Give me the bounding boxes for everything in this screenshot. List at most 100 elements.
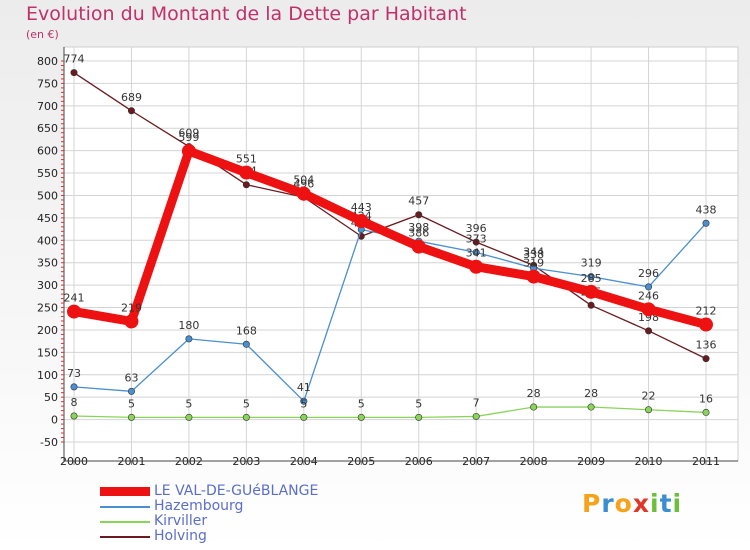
data-point-hazembourg: [472, 248, 480, 256]
y-tick-label: 800: [37, 55, 58, 68]
data-label-hazembourg: 398: [408, 221, 429, 234]
data-label-le-val-de-gu-blange: 212: [696, 305, 717, 318]
y-tick-label: 750: [37, 77, 58, 90]
legend-swatch: [100, 487, 150, 496]
data-point-le-val-de-gu-blange: [584, 284, 599, 299]
data-label-hazembourg: 296: [638, 267, 659, 280]
y-tick-label: 600: [37, 145, 58, 158]
data-label-kirviller: 5: [358, 397, 365, 410]
data-label-hazembourg: 319: [581, 257, 602, 270]
data-label-kirviller: 5: [415, 397, 422, 410]
data-point-le-val-de-gu-blange: [67, 304, 81, 319]
data-label-kirviller: 5: [185, 397, 192, 410]
data-point-hazembourg: [300, 397, 308, 405]
logo-letter: i: [672, 489, 683, 518]
data-label-kirviller: 22: [642, 390, 656, 403]
data-point-le-val-de-gu-blange: [641, 302, 656, 317]
data-point-hazembourg: [185, 335, 193, 343]
logo-letter: o: [614, 489, 633, 518]
data-point-kirviller: [702, 408, 710, 416]
data-label-holving: 344: [523, 245, 544, 258]
series-line-kirviller: [73, 406, 707, 418]
data-point-le-val-de-gu-blange: [469, 259, 484, 274]
legend: LE VAL-DE-GUéBLANGE Hazembourg Kirviller Ho…: [100, 484, 420, 544]
data-label-hazembourg: 373: [466, 232, 487, 245]
data-point-le-val-de-gu-blange: [239, 165, 254, 180]
data-point-le-val-de-gu-blange: [181, 144, 196, 159]
data-label-le-val-de-gu-blange: 504: [293, 174, 314, 187]
data-point-kirviller: [70, 412, 78, 420]
data-label-kirviller: 5: [300, 397, 307, 410]
legend-item-holving: Holving: [100, 529, 420, 544]
data-label-holving: 457: [408, 195, 429, 208]
data-point-holving: [127, 107, 135, 115]
data-point-kirviller: [587, 403, 595, 411]
data-point-kirviller: [472, 412, 480, 420]
data-label-holving: 609: [178, 127, 199, 140]
logo-letter: t: [659, 489, 673, 518]
y-tick-label: 400: [37, 234, 58, 247]
data-point-kirviller: [645, 406, 653, 414]
data-point-hazembourg: [587, 273, 595, 281]
data-label-holving: 774: [64, 53, 85, 66]
logo-letter: i: [650, 489, 660, 518]
y-tick-label: 0: [51, 414, 58, 427]
data-label-le-val-de-gu-blange: 241: [64, 292, 85, 305]
data-point-kirviller: [357, 413, 365, 421]
data-point-holving: [702, 355, 710, 363]
chart-title: Evolution du Montant de la Dette par Hab…: [26, 3, 467, 25]
data-point-le-val-de-gu-blange: [354, 214, 369, 229]
logo-letter: r: [601, 489, 615, 518]
data-point-kirviller: [242, 413, 250, 421]
y-tick-label: 550: [37, 167, 58, 180]
data-point-kirviller: [530, 403, 538, 411]
data-point-kirviller: [300, 413, 308, 421]
plot-area: [63, 46, 739, 462]
data-point-holving: [645, 327, 653, 335]
data-point-le-val-de-gu-blange: [411, 239, 426, 254]
data-label-kirviller: 16: [699, 392, 713, 405]
data-label-kirviller: 8: [71, 396, 78, 409]
data-label-hazembourg: 180: [178, 319, 199, 332]
data-label-hazembourg: 438: [696, 203, 717, 216]
logo-letter: x: [632, 489, 650, 518]
data-point-hazembourg: [645, 283, 653, 291]
data-label-le-val-de-gu-blange: 341: [466, 247, 487, 260]
data-point-holving: [472, 238, 480, 246]
legend-label: LE VAL-DE-GUéBLANGE: [154, 483, 319, 499]
data-label-holving: 396: [466, 222, 487, 235]
legend-label: Holving: [154, 528, 207, 544]
data-label-hazembourg: 41: [297, 381, 311, 394]
data-label-le-val-de-gu-blange: 386: [408, 227, 429, 240]
data-point-holving: [587, 301, 595, 309]
data-label-hazembourg: 73: [67, 367, 81, 380]
data-label-hazembourg: 63: [124, 371, 138, 384]
data-point-hazembourg: [127, 387, 135, 395]
data-label-le-val-de-gu-blange: 246: [638, 289, 659, 302]
y-tick-label: 500: [37, 189, 58, 202]
y-tick-label: 700: [37, 100, 58, 113]
data-point-hazembourg: [242, 340, 250, 348]
y-tick-label: 450: [37, 212, 58, 225]
data-point-le-val-de-gu-blange: [526, 269, 541, 284]
data-label-le-val-de-gu-blange: 219: [121, 301, 142, 314]
data-label-le-val-de-gu-blange: 599: [178, 131, 199, 144]
data-point-le-val-de-gu-blange: [699, 317, 713, 332]
data-point-kirviller: [185, 413, 193, 421]
data-label-holving: 689: [121, 91, 142, 104]
data-point-hazembourg: [702, 219, 710, 227]
legend-item-hazembourg: Hazembourg: [100, 499, 420, 514]
y-tick-label: 100: [37, 369, 58, 382]
chart-subtitle: (en €): [26, 28, 59, 41]
data-label-le-val-de-gu-blange: 551: [236, 153, 257, 166]
data-point-le-val-de-gu-blange: [296, 186, 311, 201]
y-tick-label: 200: [37, 324, 58, 337]
series-line-holving: [73, 72, 707, 360]
data-point-kirviller: [415, 413, 423, 421]
data-label-hazembourg: 168: [236, 324, 257, 337]
data-label-kirviller: 5: [128, 397, 135, 410]
legend-swatch: [100, 506, 150, 508]
data-label-holving: 136: [696, 339, 717, 352]
data-label-kirviller: 28: [527, 387, 541, 400]
data-label-le-val-de-gu-blange: 285: [581, 272, 602, 285]
